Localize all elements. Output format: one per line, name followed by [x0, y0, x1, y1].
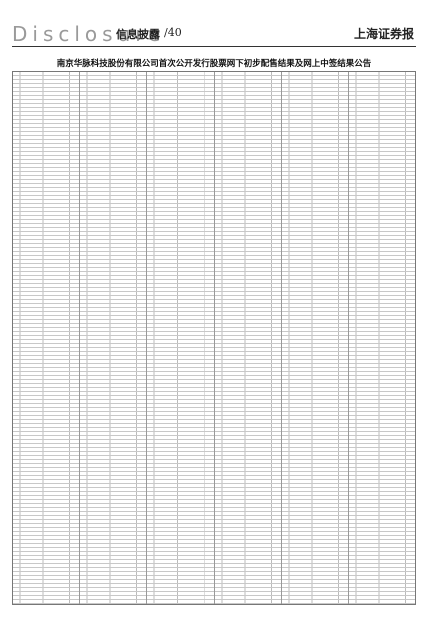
section-label: Disclosure [12, 22, 166, 46]
table-column [281, 72, 349, 604]
header-rule [12, 46, 416, 47]
table-column [13, 72, 81, 604]
result-table [12, 71, 416, 605]
article-title: 南京华脉科技股份有限公司首次公开发行股票网下初步配售结果及网上中签结果公告 [56, 59, 372, 69]
table-column [147, 72, 215, 604]
table-column [348, 72, 416, 604]
table-column [214, 72, 282, 604]
masthead: 上海证券报 [353, 27, 414, 41]
table-column [80, 72, 148, 604]
page-number: /40 [164, 26, 182, 39]
section-title: 信息披露 [116, 28, 160, 41]
